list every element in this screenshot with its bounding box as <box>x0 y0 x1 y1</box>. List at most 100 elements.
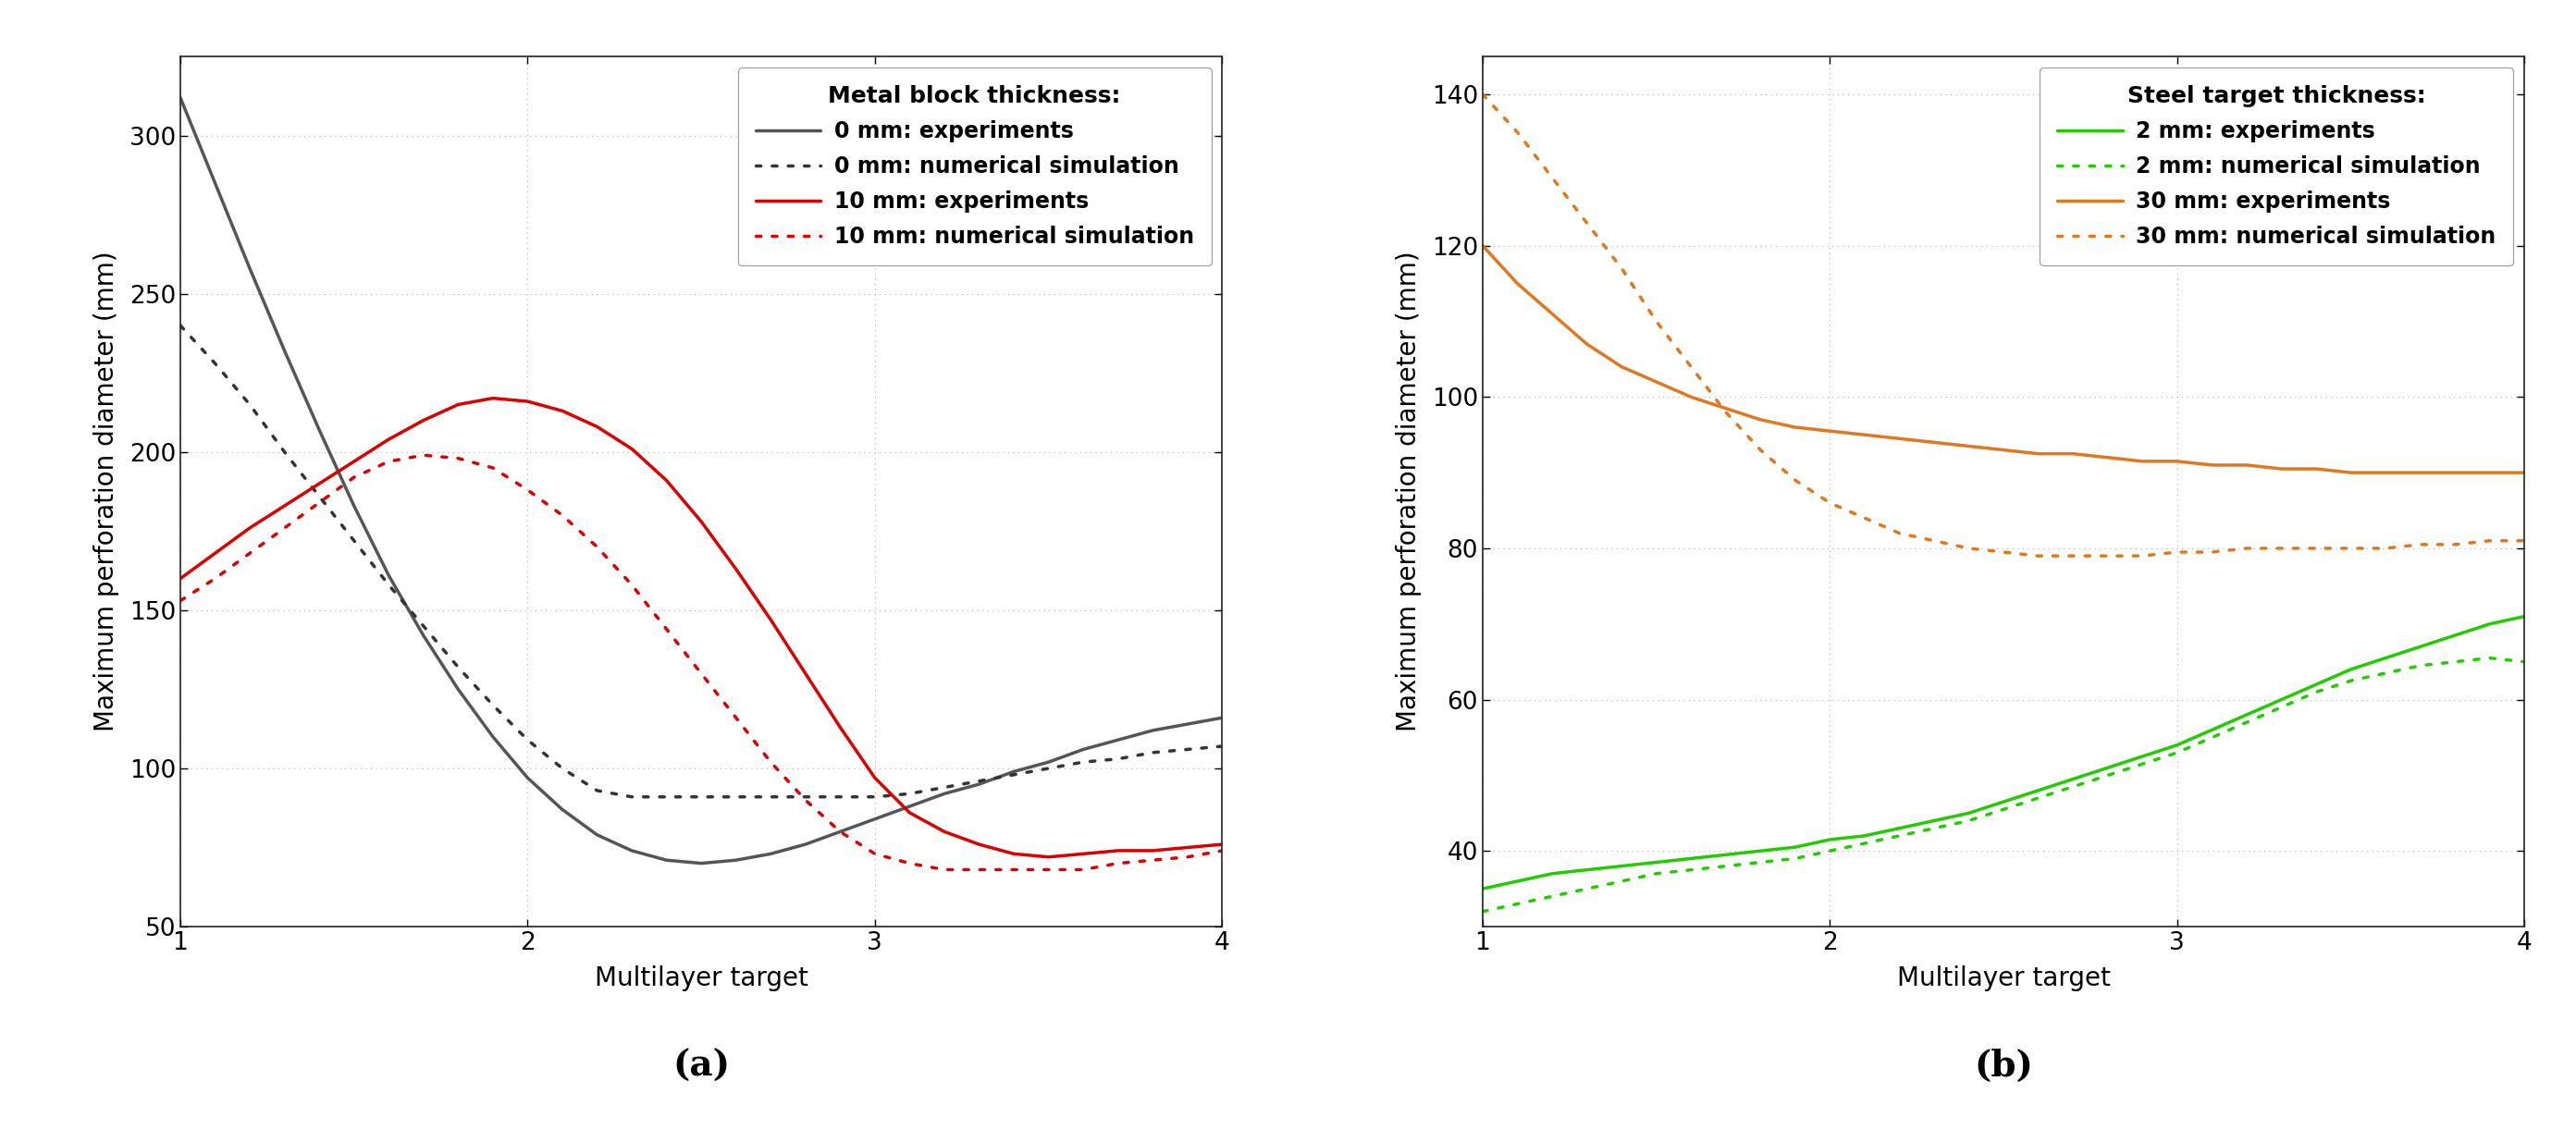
30 mm: numerical simulation: (1.2, 129): numerical simulation: (1.2, 129) <box>1538 171 1569 184</box>
10 mm: numerical simulation: (1.2, 168): numerical simulation: (1.2, 168) <box>234 547 265 560</box>
30 mm: numerical simulation: (2, 86): numerical simulation: (2, 86) <box>1814 496 1844 510</box>
10 mm: experiments: (2.1, 213): experiments: (2.1, 213) <box>546 405 577 418</box>
Line: 0 mm: numerical simulation: 0 mm: numerical simulation <box>180 325 1221 797</box>
10 mm: experiments: (3.5, 72): experiments: (3.5, 72) <box>1033 850 1064 863</box>
2 mm: numerical simulation: (3.7, 64.5): numerical simulation: (3.7, 64.5) <box>2406 659 2437 672</box>
30 mm: numerical simulation: (2.2, 82): numerical simulation: (2.2, 82) <box>1883 527 1914 540</box>
30 mm: experiments: (3.7, 90): experiments: (3.7, 90) <box>2406 466 2437 479</box>
10 mm: experiments: (2.6, 163): experiments: (2.6, 163) <box>721 563 752 576</box>
0 mm: experiments: (1.1, 285): experiments: (1.1, 285) <box>198 176 229 190</box>
2 mm: numerical simulation: (2.9, 51.5): numerical simulation: (2.9, 51.5) <box>2128 757 2159 771</box>
10 mm: numerical simulation: (2.9, 80): numerical simulation: (2.9, 80) <box>824 825 855 838</box>
10 mm: numerical simulation: (3.2, 68): numerical simulation: (3.2, 68) <box>930 863 961 877</box>
10 mm: experiments: (2.9, 113): experiments: (2.9, 113) <box>824 721 855 734</box>
0 mm: numerical simulation: (2.3, 91): numerical simulation: (2.3, 91) <box>616 790 647 803</box>
2 mm: numerical simulation: (1.3, 35): numerical simulation: (1.3, 35) <box>1571 883 1602 896</box>
10 mm: experiments: (1, 160): experiments: (1, 160) <box>165 572 196 585</box>
30 mm: experiments: (1.4, 104): experiments: (1.4, 104) <box>1605 360 1636 374</box>
30 mm: experiments: (2.8, 92): experiments: (2.8, 92) <box>2092 451 2123 464</box>
0 mm: numerical simulation: (2.5, 91): numerical simulation: (2.5, 91) <box>685 790 716 803</box>
0 mm: numerical simulation: (3.5, 100): numerical simulation: (3.5, 100) <box>1033 762 1064 775</box>
2 mm: experiments: (4, 71): experiments: (4, 71) <box>2509 609 2540 623</box>
0 mm: numerical simulation: (1.4, 186): numerical simulation: (1.4, 186) <box>304 489 335 503</box>
0 mm: numerical simulation: (3.3, 96): numerical simulation: (3.3, 96) <box>963 774 994 788</box>
10 mm: experiments: (1.6, 204): experiments: (1.6, 204) <box>374 433 404 446</box>
0 mm: numerical simulation: (2, 109): numerical simulation: (2, 109) <box>513 733 544 747</box>
2 mm: numerical simulation: (3, 53): numerical simulation: (3, 53) <box>2161 746 2192 759</box>
30 mm: experiments: (3.1, 91): experiments: (3.1, 91) <box>2197 459 2228 472</box>
2 mm: numerical simulation: (4, 65): numerical simulation: (4, 65) <box>2509 655 2540 669</box>
10 mm: numerical simulation: (3.9, 72): numerical simulation: (3.9, 72) <box>1172 850 1203 863</box>
10 mm: numerical simulation: (1.3, 176): numerical simulation: (1.3, 176) <box>268 521 299 534</box>
10 mm: experiments: (1.4, 190): experiments: (1.4, 190) <box>304 477 335 490</box>
30 mm: experiments: (1.7, 98.5): experiments: (1.7, 98.5) <box>1710 401 1741 415</box>
10 mm: numerical simulation: (3.1, 70): numerical simulation: (3.1, 70) <box>894 857 925 870</box>
2 mm: experiments: (1.6, 39): experiments: (1.6, 39) <box>1674 852 1705 866</box>
0 mm: numerical simulation: (1.3, 200): numerical simulation: (1.3, 200) <box>268 445 299 459</box>
30 mm: experiments: (2.3, 94): experiments: (2.3, 94) <box>1919 435 1950 449</box>
2 mm: numerical simulation: (2.7, 48.5): numerical simulation: (2.7, 48.5) <box>2058 780 2089 793</box>
0 mm: numerical simulation: (2.8, 91): numerical simulation: (2.8, 91) <box>791 790 822 803</box>
30 mm: experiments: (3.6, 90): experiments: (3.6, 90) <box>2370 466 2401 479</box>
10 mm: experiments: (3.3, 76): experiments: (3.3, 76) <box>963 837 994 851</box>
10 mm: experiments: (1.3, 183): experiments: (1.3, 183) <box>268 499 299 513</box>
30 mm: numerical simulation: (2.7, 79): numerical simulation: (2.7, 79) <box>2058 549 2089 563</box>
30 mm: experiments: (1.1, 115): experiments: (1.1, 115) <box>1502 277 1533 290</box>
0 mm: experiments: (3, 84): experiments: (3, 84) <box>860 812 891 826</box>
0 mm: experiments: (3.5, 102): experiments: (3.5, 102) <box>1033 755 1064 768</box>
0 mm: numerical simulation: (3.7, 103): numerical simulation: (3.7, 103) <box>1103 753 1133 766</box>
2 mm: experiments: (1.9, 40.5): experiments: (1.9, 40.5) <box>1780 841 1811 854</box>
2 mm: experiments: (2, 41.5): experiments: (2, 41.5) <box>1814 833 1844 846</box>
2 mm: experiments: (1.1, 36): experiments: (1.1, 36) <box>1502 875 1533 888</box>
0 mm: experiments: (3.3, 95): experiments: (3.3, 95) <box>963 777 994 791</box>
0 mm: experiments: (3.9, 114): experiments: (3.9, 114) <box>1172 718 1203 731</box>
0 mm: experiments: (1.6, 161): experiments: (1.6, 161) <box>374 568 404 582</box>
2 mm: experiments: (2.2, 43): experiments: (2.2, 43) <box>1883 822 1914 835</box>
30 mm: experiments: (3.5, 90): experiments: (3.5, 90) <box>2336 466 2367 479</box>
X-axis label: Multilayer target: Multilayer target <box>1896 965 2110 991</box>
0 mm: experiments: (3.6, 106): experiments: (3.6, 106) <box>1069 742 1100 756</box>
0 mm: experiments: (3.1, 88): experiments: (3.1, 88) <box>894 800 925 814</box>
10 mm: experiments: (1.9, 217): experiments: (1.9, 217) <box>477 391 507 405</box>
10 mm: numerical simulation: (2.7, 102): numerical simulation: (2.7, 102) <box>755 755 786 768</box>
30 mm: experiments: (3.4, 90.5): experiments: (3.4, 90.5) <box>2300 462 2331 476</box>
2 mm: numerical simulation: (1.5, 37): numerical simulation: (1.5, 37) <box>1641 867 1672 880</box>
10 mm: numerical simulation: (2.1, 180): numerical simulation: (2.1, 180) <box>546 508 577 522</box>
10 mm: experiments: (3.8, 74): experiments: (3.8, 74) <box>1136 844 1167 858</box>
2 mm: experiments: (2.1, 42): experiments: (2.1, 42) <box>1850 829 1880 843</box>
2 mm: numerical simulation: (2.5, 45.5): numerical simulation: (2.5, 45.5) <box>1989 802 2020 816</box>
30 mm: experiments: (1.9, 96): experiments: (1.9, 96) <box>1780 420 1811 434</box>
Y-axis label: Maximum perforation diameter (mm): Maximum perforation diameter (mm) <box>1396 251 1422 732</box>
2 mm: experiments: (1.2, 37): experiments: (1.2, 37) <box>1538 867 1569 880</box>
2 mm: experiments: (1.4, 38): experiments: (1.4, 38) <box>1605 859 1636 872</box>
10 mm: experiments: (2, 216): experiments: (2, 216) <box>513 394 544 408</box>
10 mm: numerical simulation: (1.9, 195): numerical simulation: (1.9, 195) <box>477 461 507 475</box>
0 mm: experiments: (1.8, 125): experiments: (1.8, 125) <box>443 683 474 696</box>
0 mm: numerical simulation: (3.9, 106): numerical simulation: (3.9, 106) <box>1172 742 1203 756</box>
10 mm: experiments: (3.4, 73): experiments: (3.4, 73) <box>999 848 1030 861</box>
Legend: 0 mm: experiments, 0 mm: numerical simulation, 10 mm: experiments, 10 mm: numeri: 0 mm: experiments, 0 mm: numerical simul… <box>737 68 1211 266</box>
30 mm: numerical simulation: (1.1, 135): numerical simulation: (1.1, 135) <box>1502 125 1533 139</box>
2 mm: experiments: (1, 35): experiments: (1, 35) <box>1468 883 1499 896</box>
10 mm: numerical simulation: (2.4, 144): numerical simulation: (2.4, 144) <box>652 623 683 636</box>
30 mm: experiments: (2.7, 92.5): experiments: (2.7, 92.5) <box>2058 447 2089 461</box>
Text: (b): (b) <box>1973 1049 2032 1084</box>
30 mm: numerical simulation: (3.2, 80): numerical simulation: (3.2, 80) <box>2231 541 2262 555</box>
30 mm: experiments: (1.8, 97): experiments: (1.8, 97) <box>1744 412 1775 426</box>
2 mm: experiments: (1.7, 39.5): experiments: (1.7, 39.5) <box>1710 848 1741 861</box>
2 mm: experiments: (2.3, 44): experiments: (2.3, 44) <box>1919 814 1950 827</box>
2 mm: numerical simulation: (3.4, 61): numerical simulation: (3.4, 61) <box>2300 685 2331 698</box>
2 mm: experiments: (1.8, 40): experiments: (1.8, 40) <box>1744 844 1775 858</box>
2 mm: numerical simulation: (3.3, 59): numerical simulation: (3.3, 59) <box>2267 701 2298 714</box>
30 mm: numerical simulation: (2.6, 79): numerical simulation: (2.6, 79) <box>2022 549 2053 563</box>
2 mm: numerical simulation: (1.2, 34): numerical simulation: (1.2, 34) <box>1538 889 1569 903</box>
10 mm: experiments: (2.8, 130): experiments: (2.8, 130) <box>791 667 822 680</box>
2 mm: experiments: (2.4, 45): experiments: (2.4, 45) <box>1953 807 1984 820</box>
2 mm: numerical simulation: (3.2, 57): numerical simulation: (3.2, 57) <box>2231 715 2262 729</box>
30 mm: numerical simulation: (2.8, 79): numerical simulation: (2.8, 79) <box>2092 549 2123 563</box>
0 mm: experiments: (3.2, 92): experiments: (3.2, 92) <box>930 786 961 800</box>
2 mm: numerical simulation: (2.3, 43): numerical simulation: (2.3, 43) <box>1919 822 1950 835</box>
0 mm: numerical simulation: (1.6, 158): numerical simulation: (1.6, 158) <box>374 579 404 592</box>
2 mm: experiments: (2.7, 49.5): experiments: (2.7, 49.5) <box>2058 772 2089 785</box>
2 mm: numerical simulation: (2, 40): numerical simulation: (2, 40) <box>1814 844 1844 858</box>
